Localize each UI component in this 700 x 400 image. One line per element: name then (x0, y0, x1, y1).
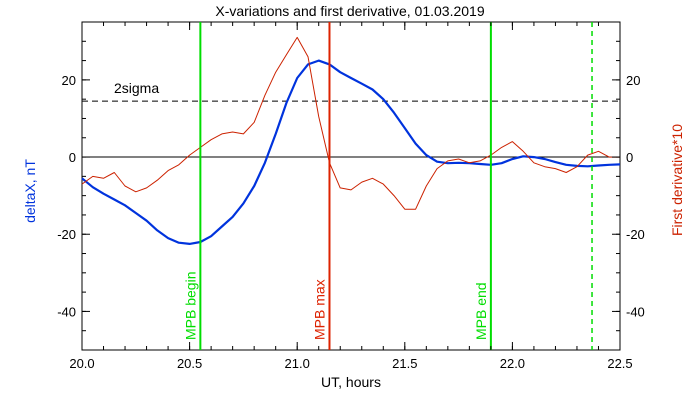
vertical-marker-label: MPB end (473, 282, 489, 340)
y-axis-label-left: deltaX, nT (22, 159, 38, 223)
chart-title: X-variations and first derivative, 01.03… (215, 3, 484, 19)
x-tick-label: 21.0 (285, 356, 310, 371)
y-tick-label-right: -40 (626, 304, 645, 319)
deltax-series-line (81, 59, 621, 245)
y-tick-label-right: 20 (626, 73, 640, 88)
y-tick-label-left: 20 (62, 73, 76, 88)
y-tick-label-right: 0 (626, 150, 633, 165)
x-axis-label: UT, hours (321, 374, 381, 390)
vertical-marker-label: MPB max (311, 279, 327, 340)
x-tick-label: 20.0 (69, 356, 94, 371)
derivative-series-line (81, 36, 620, 210)
marks-layer: MPB begin MPB max MPB end 20.0 20.5 21.0 21.5 2… (57, 21, 645, 371)
y-tick-label-left: 0 (69, 150, 76, 165)
x-tick-label: 20.5 (177, 356, 202, 371)
y-axis-label-right: First derivative*10 (669, 124, 685, 236)
x-tick-label: 21.5 (392, 356, 417, 371)
y-tick-label-right: -20 (626, 227, 645, 242)
vertical-marker-label: MPB begin (182, 272, 198, 340)
y-tick-label-left: -40 (57, 304, 76, 319)
threshold-label: 2sigma (114, 80, 159, 96)
y-tick-label-left: -20 (57, 227, 76, 242)
plot-frame (81, 21, 621, 351)
x-tick-label: 22.5 (607, 356, 632, 371)
x-tick-label: 22.0 (500, 356, 525, 371)
